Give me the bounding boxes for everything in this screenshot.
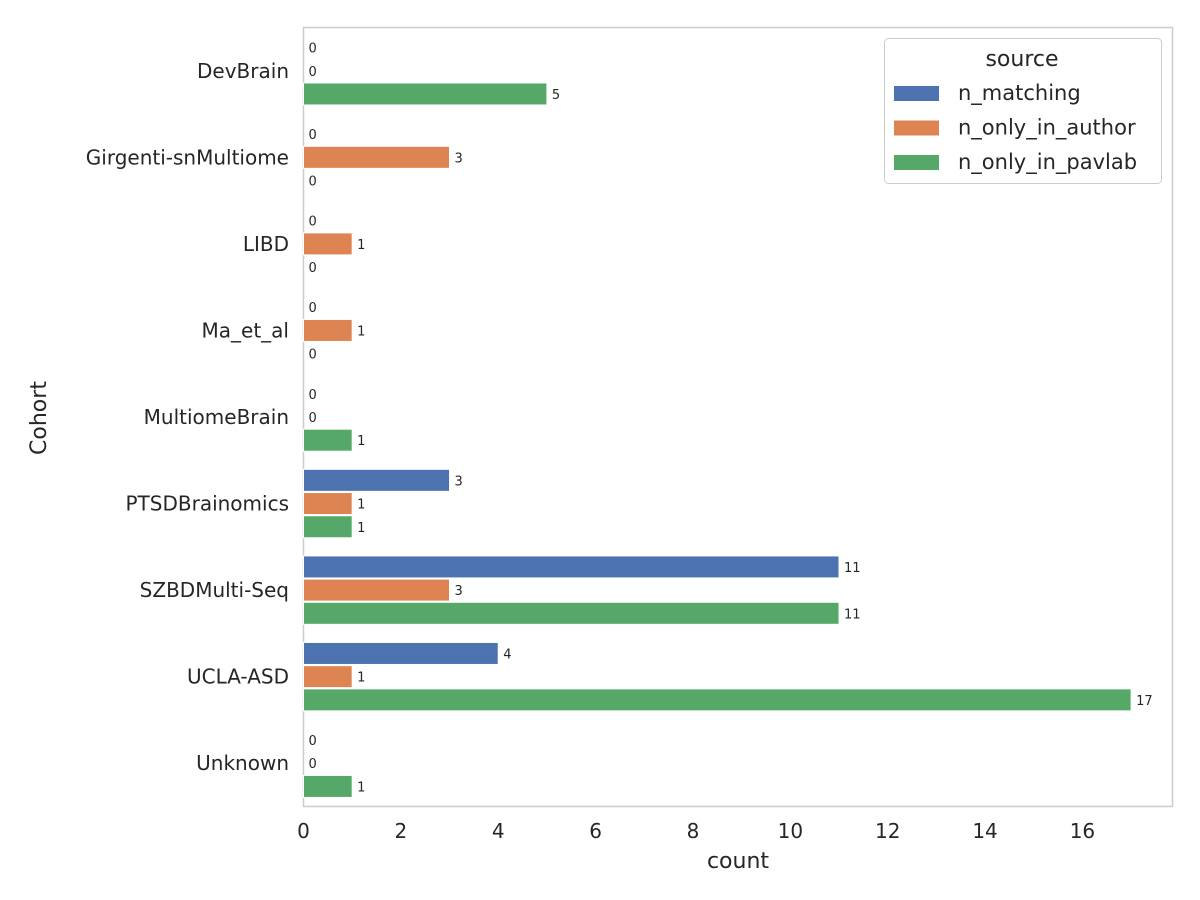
bar-n_only_in_pavlab: [303, 774, 353, 798]
data-label: 0: [309, 175, 317, 190]
x-tick-labels: 0 2 4 6 8 10 12 14 16: [297, 819, 1095, 843]
bar-n_only_in_pavlab: [303, 82, 548, 106]
data-label: 1: [357, 434, 365, 449]
y-tick-label: Unknown: [196, 751, 289, 775]
y-tick-label: SZBDMulti-Seq: [140, 578, 289, 602]
bar-n_matching: [303, 641, 499, 665]
data-label: 0: [309, 301, 317, 316]
data-label: 0: [309, 128, 317, 143]
data-label: 0: [309, 215, 317, 230]
data-label: 0: [309, 757, 317, 772]
bar-n_only_in_author: [303, 318, 353, 342]
data-label: 1: [357, 238, 365, 253]
bar-n_only_in_author: [303, 232, 353, 256]
legend-title: source: [985, 47, 1058, 72]
x-tick-label: 14: [972, 819, 997, 843]
legend: source n_matching n_only_in_author n_only_…: [884, 38, 1162, 184]
data-label: 3: [455, 151, 463, 166]
data-label: 1: [357, 780, 365, 795]
data-label: 1: [357, 324, 365, 339]
y-tick-label: UCLA-ASD: [187, 665, 289, 689]
data-label: 0: [309, 348, 317, 363]
x-tick-label: 4: [492, 819, 505, 843]
data-label: 0: [309, 388, 317, 403]
y-tick-label: DevBrain: [197, 59, 289, 83]
y-tick-label: MultiomeBrain: [144, 405, 289, 429]
data-label: 0: [309, 734, 317, 749]
data-label: 1: [357, 498, 365, 513]
legend-swatch-n_only_in_author: [894, 120, 939, 136]
x-tick-label: 10: [778, 819, 803, 843]
data-label: 5: [552, 88, 560, 103]
legend-swatch-n_only_in_pavlab: [894, 155, 939, 170]
y-axis-title: Cohort: [27, 381, 52, 455]
legend-label: n_matching: [958, 81, 1081, 106]
data-label: 1: [357, 671, 365, 686]
legend-label: n_only_in_pavlab: [958, 150, 1137, 175]
bar-n_only_in_author: [303, 578, 451, 602]
bars-layer: [303, 82, 1132, 798]
bar-n_only_in_pavlab: [303, 601, 840, 625]
bar-n_only_in_pavlab: [303, 515, 353, 539]
data-label: 0: [309, 65, 317, 80]
y-tick-label: Ma_et_al: [202, 318, 289, 342]
data-label: 11: [844, 607, 861, 622]
bar-n_only_in_author: [303, 665, 353, 689]
data-label: 0: [309, 411, 317, 426]
bar-n_matching: [303, 468, 451, 492]
data-label: 17: [1136, 694, 1153, 709]
bar-n_only_in_pavlab: [303, 688, 1132, 712]
legend-frame: [884, 38, 1162, 184]
y-tick-label: LIBD: [243, 232, 289, 256]
y-tick-labels: DevBrain Girgenti-snMultiome LIBD Ma_et_al M…: [86, 59, 289, 775]
x-tick-label: 8: [687, 819, 700, 843]
data-label: 4: [503, 647, 511, 662]
data-label: 0: [309, 42, 317, 57]
x-tick-label: 0: [297, 819, 310, 843]
y-tick-label: PTSDBrainomics: [126, 492, 290, 516]
legend-items: n_matching n_only_in_author n_only_in_pavl…: [894, 81, 1137, 175]
y-tick-label: Girgenti-snMultiome: [86, 145, 289, 169]
data-label: 0: [309, 261, 317, 276]
bar-n_only_in_author: [303, 492, 353, 516]
x-tick-label: 16: [1070, 819, 1095, 843]
legend-swatch-n_matching: [894, 86, 939, 101]
data-label: 3: [455, 584, 463, 599]
bar-n_only_in_author: [303, 145, 451, 169]
data-label: 11: [844, 561, 861, 576]
bar-n_only_in_pavlab: [303, 428, 353, 452]
x-axis-title: count: [707, 849, 769, 874]
bar-n_matching: [303, 555, 840, 579]
legend-label: n_only_in_author: [958, 116, 1136, 141]
x-tick-label: 2: [394, 819, 407, 843]
x-tick-label: 12: [875, 819, 900, 843]
data-label: 3: [455, 474, 463, 489]
x-tick-label: 6: [589, 819, 602, 843]
data-label: 1: [357, 521, 365, 536]
